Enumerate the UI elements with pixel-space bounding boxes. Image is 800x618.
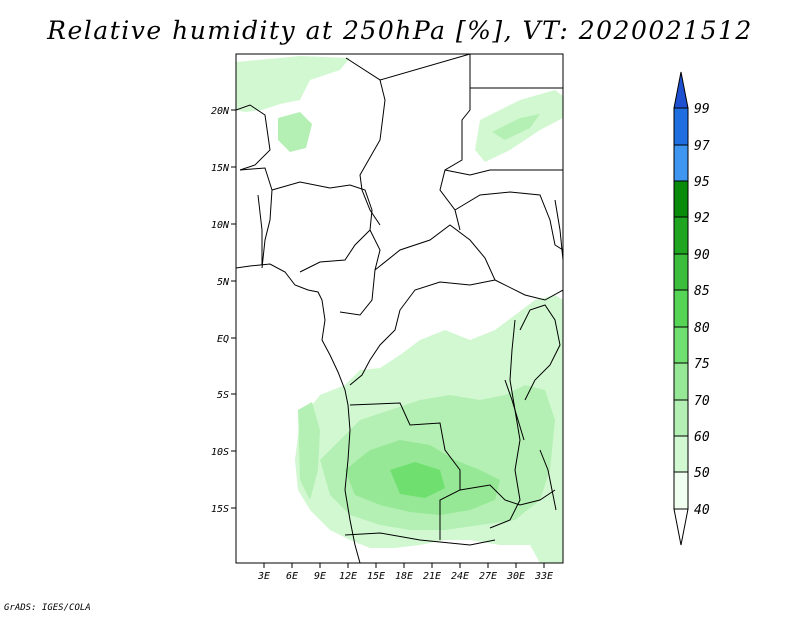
border-namibia [344,532,496,546]
lon-label: 18E [395,571,413,582]
colorbar-label: 40 [694,503,710,518]
lat-label: 15N [211,163,230,174]
lat-label: EQ [217,334,229,345]
lon-label: 3E [257,571,270,582]
colorbar-label: 80 [694,321,710,336]
lat-label: 10S [211,447,229,458]
colorbar-swatch [673,326,689,364]
colorbar-label: 50 [694,466,710,481]
lon-label: 27E [479,571,497,582]
colorbar-swatch [673,435,689,473]
border-niger-chad [379,54,471,231]
lat-label: 15S [211,504,229,515]
border-mali-niger [345,57,386,226]
border-east-great-lakes [519,304,561,401]
colorbar-swatch [673,107,689,146]
humidity-field [236,56,563,563]
humidity-area-west-band [298,402,320,500]
humidity-area-north [236,56,350,112]
lon-axis: 3E 6E 9E 12E 15E 18E 21E 24E 27E 30E 33E [257,563,553,582]
lon-label: 9E [314,571,326,582]
humidity-area-northeast-core [492,114,540,140]
map-borders [236,54,563,563]
colorbar-label: 92 [694,211,710,226]
map-frame [235,53,564,564]
colorbar-swatch [673,216,689,255]
colorbar-swatch [673,180,689,218]
colorbar-swatch [673,399,689,437]
colorbar-top-arrow [673,71,689,109]
border-car [374,224,496,311]
lon-label: 33E [534,571,553,582]
border-west-sahel [236,104,271,171]
colorbar: 99 97 95 92 90 85 80 75 70 60 50 40 [673,71,710,546]
colorbar-label: 75 [694,357,710,372]
colorbar-swatch [673,144,689,182]
colorbar-swatch [673,289,689,328]
border-south-sudan [494,279,563,301]
lake-malawi [539,449,557,511]
colorbar-label: 97 [694,139,710,154]
lat-axis: 20N 15N 10N 5N EQ 5S 10S 15S [211,106,236,515]
coastline-west [236,263,361,563]
lon-label: 24E [451,571,469,582]
border-burkina [239,167,273,269]
colorbar-bottom-arrow [673,508,689,546]
border-zambia [459,484,556,506]
colorbar-label: 60 [694,430,710,445]
credit-text: GrADS: IGES/COLA [4,603,91,613]
colorbar-label: 85 [694,284,710,299]
lon-label: 21E [423,571,441,582]
colorbar-label: 99 [694,102,710,117]
border-nigeria [271,181,373,273]
lat-label: 5N [217,277,230,288]
border-congo [349,309,401,386]
chart-title: Relative humidity at 250hPa [%], VT: 202… [47,16,753,45]
border-benin [257,194,263,265]
lat-label: 10N [211,220,230,231]
colorbar-label: 70 [694,394,710,409]
border-ethiopia [554,199,563,261]
lake-tanganyika [504,379,525,441]
lon-label: 30E [506,571,525,582]
lat-label: 5S [217,390,229,401]
lat-label: 20N [211,106,230,117]
humidity-area-north-core [278,112,312,152]
border-angola [349,402,461,540]
humidity-area-south-peak [390,462,445,498]
lon-label: 15E [367,571,385,582]
border-egypt-sudan [444,169,563,176]
colorbar-swatch [673,253,689,291]
border-drc-east [489,319,521,529]
colorbar-swatch [673,471,689,510]
colorbar-label: 90 [694,248,710,263]
lon-label: 12E [339,571,357,582]
colorbar-label: 95 [694,175,710,190]
border-cameroon [339,229,381,316]
border-sudan [454,191,563,251]
colorbar-swatch [673,362,689,401]
lon-label: 6E [286,571,298,582]
